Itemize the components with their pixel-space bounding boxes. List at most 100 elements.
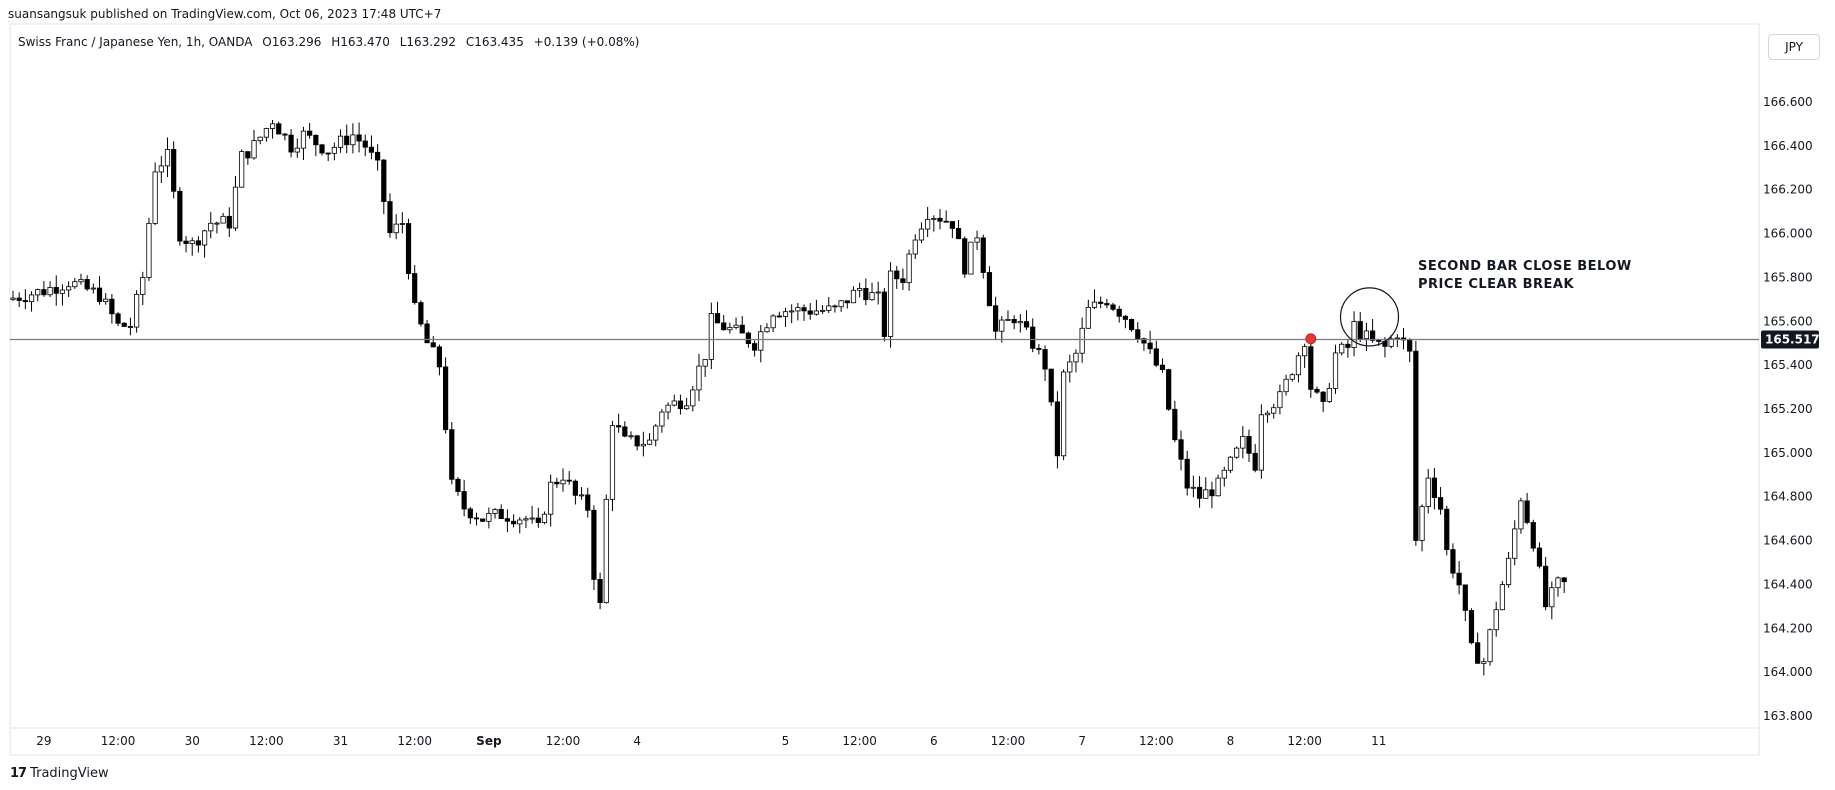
- candle-body: [857, 288, 863, 291]
- time-tick-label: 4: [633, 734, 641, 748]
- candle-body: [1512, 528, 1518, 559]
- candle-body: [962, 238, 968, 275]
- candle-body: [1234, 447, 1240, 458]
- candle-body: [752, 343, 758, 351]
- candle-body: [239, 151, 245, 188]
- candle-body: [690, 389, 696, 407]
- candle-body: [1264, 412, 1271, 416]
- time-tick-label: 12:00: [101, 734, 136, 748]
- overlay-group: SECOND BAR CLOSE BELOW PRICE CLEAR BREAK: [10, 259, 1759, 347]
- legend-low: L163.292: [399, 35, 456, 49]
- candle-body: [1141, 338, 1147, 344]
- candle-body: [1536, 547, 1543, 567]
- candle-body: [548, 481, 554, 515]
- candle-body: [881, 291, 887, 337]
- candle-body: [1073, 352, 1079, 363]
- price-tick-label: 166.200: [1763, 183, 1813, 197]
- candle-body: [1561, 577, 1567, 583]
- candle-body: [1481, 661, 1487, 664]
- annotation-circle[interactable]: [1339, 287, 1400, 347]
- candle-body: [838, 300, 844, 308]
- candle-body: [770, 315, 776, 329]
- candle-body: [1178, 439, 1184, 460]
- candle-body: [807, 310, 813, 315]
- candle-body: [1283, 378, 1289, 393]
- red-marker-dot[interactable]: [1305, 333, 1317, 345]
- legend-high: H163.470: [331, 35, 390, 49]
- candle-body: [659, 411, 665, 427]
- candle-body: [1215, 477, 1221, 497]
- candle-body: [1370, 330, 1376, 341]
- candle-body: [1054, 401, 1061, 457]
- candle-body: [1036, 347, 1042, 350]
- candle-body: [1258, 414, 1264, 471]
- candle-body: [1135, 329, 1141, 340]
- candles-group: [10, 120, 1567, 676]
- candle-body: [863, 288, 869, 301]
- currency-button[interactable]: JPY: [1768, 34, 1820, 60]
- candle-body: [115, 313, 121, 324]
- candle-body: [1240, 436, 1246, 449]
- candle-body: [523, 518, 529, 521]
- candle-body: [1351, 321, 1357, 348]
- candle-body: [541, 513, 548, 523]
- candle-body: [1079, 327, 1085, 354]
- candle-body: [918, 228, 925, 241]
- candle-body: [257, 136, 263, 142]
- candle-body: [1543, 565, 1549, 608]
- candle-body: [764, 327, 770, 333]
- candle-body: [1413, 350, 1419, 541]
- candle-body: [980, 237, 986, 273]
- candle-body: [1221, 469, 1227, 479]
- candle-body: [727, 327, 733, 331]
- candle-body: [993, 305, 999, 332]
- time-tick-label: 12:00: [842, 734, 877, 748]
- candle-body: [1289, 374, 1295, 380]
- candle-body: [319, 144, 325, 154]
- time-tick-label: 29: [36, 734, 51, 748]
- candle-body: [461, 491, 467, 510]
- candle-body: [1505, 557, 1512, 586]
- annotation-text-line[interactable]: PRICE CLEAR BREAK: [1418, 277, 1574, 292]
- time-tick-label: Sep: [476, 734, 502, 748]
- candle-body: [1277, 391, 1283, 409]
- candle-body: [616, 425, 622, 428]
- price-tick-label: 165.600: [1763, 314, 1813, 328]
- candle-body: [1487, 629, 1493, 663]
- candle-body: [566, 479, 572, 482]
- candle-body: [1518, 500, 1524, 530]
- candle-body: [1407, 339, 1413, 352]
- tradingview-logo[interactable]: 17 TradingView: [10, 766, 109, 781]
- candle-body: [1357, 321, 1363, 339]
- candle-body: [745, 332, 752, 344]
- price-axis[interactable]: 163.800 164.000 164.200 164.400 164.600 164.8…: [1761, 95, 1820, 723]
- candle-body: [634, 435, 640, 447]
- candle-body: [282, 133, 288, 136]
- candle-body: [813, 310, 820, 315]
- time-axis[interactable]: 29 12:00 30 12:00 31 12:00 Sep 12:00 4 5 12:00 6 12:…: [36, 734, 1386, 748]
- candle-body: [263, 128, 269, 138]
- price-tick-label: 164.000: [1763, 665, 1813, 679]
- time-tick-label: 30: [185, 734, 200, 748]
- candle-body: [158, 165, 164, 173]
- candle-body: [133, 293, 140, 328]
- candle-body: [1023, 321, 1030, 328]
- candle-body: [1425, 477, 1431, 508]
- candle-body: [832, 305, 838, 308]
- candle-body: [220, 215, 226, 224]
- candle-body: [288, 134, 294, 153]
- candle-body: [665, 404, 671, 413]
- candle-body: [696, 365, 702, 391]
- candle-body: [35, 289, 41, 296]
- candle-body: [894, 270, 900, 280]
- candle-body: [412, 273, 418, 303]
- candle-body: [1431, 477, 1437, 498]
- candle-body: [1184, 458, 1190, 489]
- candle-body: [554, 481, 560, 485]
- candle-body: [585, 494, 591, 511]
- annotation-text-line[interactable]: SECOND BAR CLOSE BELOW: [1418, 259, 1632, 274]
- tradingview-logo-icon: 17: [10, 766, 27, 781]
- candle-body: [578, 494, 585, 497]
- candle-body: [653, 425, 659, 441]
- candle-body: [628, 435, 634, 438]
